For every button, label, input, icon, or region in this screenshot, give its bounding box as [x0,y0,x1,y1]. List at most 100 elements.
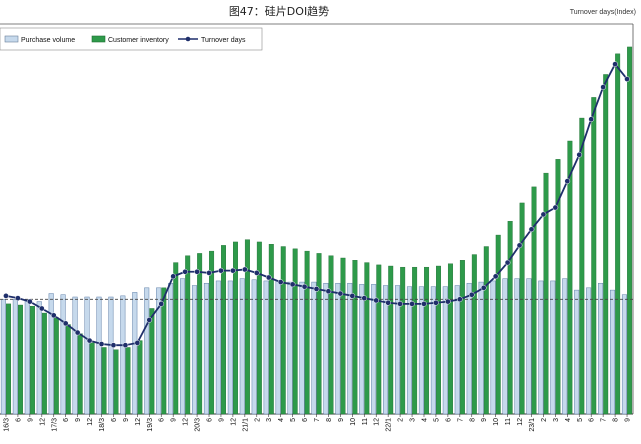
turnover-point [230,267,236,274]
turnover-point [385,299,392,306]
turnover-point [325,288,332,295]
turnover-point [349,293,356,299]
x-tick-label: 16/3 [3,418,10,432]
turnover-point [528,226,535,233]
x-tick-label: 12 [39,418,46,426]
turnover-point [134,340,141,346]
inventory-bar [209,250,215,415]
inventory-bar [507,221,513,415]
inventory-bar [232,241,238,415]
legend-purchase-label: Purchase volume [21,37,75,44]
purchase-bar [311,281,317,415]
x-tick-label: 6 [589,418,596,422]
x-tick-label: 12 [517,418,524,426]
turnover-point [265,274,272,281]
purchase-bar [287,281,293,415]
purchase-bar [371,284,377,415]
turnover-point [218,267,224,274]
x-tick-label: 9 [625,418,632,422]
purchase-bar [0,299,6,415]
inventory-bar [412,266,418,415]
purchase-bar [526,278,532,415]
purchase-bar [598,282,604,415]
x-tick-label: 11 [505,418,512,425]
purchase-bar [550,280,556,415]
inventory-bar [173,262,179,415]
inventory-bar [471,254,477,415]
inventory-bar [591,97,597,415]
purchase-bar [359,284,365,415]
turnover-point [337,290,344,297]
x-tick-label: 9 [27,418,34,422]
purchase-bar [12,299,18,415]
turnover-point [122,342,129,349]
x-tick-label: 17/3 [51,418,58,432]
inventory-bar [113,349,119,415]
x-tick-label: 7 [314,418,321,422]
legend-frame [0,27,263,51]
x-tick-label: 2 [254,418,261,422]
x-tick-label: 9 [481,418,488,422]
inventory-bar [53,317,59,415]
legend-turnover-marker [185,36,191,42]
inventory-bar [340,257,346,415]
legend-purchase-swatch [4,35,19,43]
x-tick-label: 12 [230,418,237,426]
turnover-point [516,242,523,249]
legend-inventory-label: Customer inventory [108,37,169,44]
inventory-bar [447,263,453,415]
turnover-point [468,291,475,298]
purchase-bar [586,287,592,415]
x-tick-label: 3 [410,418,417,422]
purchase-bar [239,278,245,415]
turnover-point [182,268,188,275]
purchase-bar [323,282,329,415]
inventory-bar [197,253,203,415]
purchase-bar [490,280,496,415]
purchase-bar [24,299,30,415]
x-tick-label: 4 [278,418,285,422]
x-tick-label: 12 [135,418,142,426]
inventory-bar [555,159,561,415]
x-tick-label: 21/1 [242,418,249,432]
x-tick-label: 7 [457,418,464,422]
x-tick-label: 9 [75,418,82,422]
inventory-bar [603,74,609,415]
inventory-bar [316,253,322,415]
inventory-bar [292,248,298,415]
x-tick-label: 9 [338,418,345,422]
bars-layer [0,46,633,415]
legend: Purchase volume Customer inventory Turno… [0,27,263,51]
purchase-bar [144,287,150,415]
inventory-bar [627,46,633,415]
turnover-point [289,281,296,288]
turnover-point [576,151,583,158]
purchase-bar [227,280,233,415]
purchase-bar [502,278,508,415]
turnover-point [433,299,439,306]
inventory-bar [352,260,358,415]
inventory-bar [221,245,226,415]
purchase-bar [48,293,54,415]
x-tick-label: 6 [207,418,214,422]
purchase-bar [347,282,353,415]
turnover-point [421,301,427,307]
x-tick-label: 12 [87,418,94,426]
purchase-bar [466,282,472,415]
turnover-point [86,337,93,344]
inventory-bar [615,53,621,415]
inventory-bar [137,340,143,415]
inventory-bar [436,265,441,415]
turnover-point [74,329,81,336]
chart-title: 图47：硅片DOI趋势 [229,5,329,18]
x-tick-label: 6 [63,418,70,422]
turnover-point [373,297,380,304]
purchase-bar [418,286,424,415]
inventory-bar [125,347,131,415]
inventory-bar [388,265,394,415]
purchase-bar [538,280,544,415]
inventory-bar [244,239,250,415]
turnover-point [361,295,368,301]
purchase-bar [215,280,221,415]
